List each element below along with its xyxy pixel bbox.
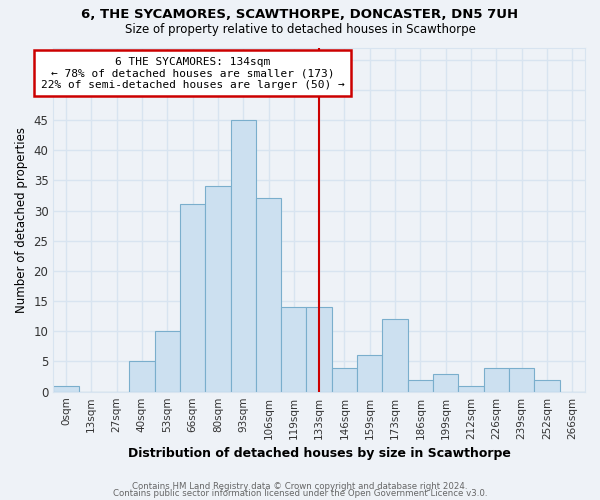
Bar [433, 374, 458, 392]
Text: 6 THE SYCAMORES: 134sqm
← 78% of detached houses are smaller (173)
22% of semi-d: 6 THE SYCAMORES: 134sqm ← 78% of detache… [41, 56, 344, 90]
Text: Size of property relative to detached houses in Scawthorpe: Size of property relative to detached ho… [125, 22, 475, 36]
Bar [230, 120, 256, 392]
Bar [307, 307, 332, 392]
Bar [205, 186, 230, 392]
Bar [180, 204, 205, 392]
Bar [484, 368, 509, 392]
Text: Contains HM Land Registry data © Crown copyright and database right 2024.: Contains HM Land Registry data © Crown c… [132, 482, 468, 491]
Y-axis label: Number of detached properties: Number of detached properties [15, 126, 28, 312]
Bar [281, 307, 307, 392]
Bar [256, 198, 281, 392]
Bar [155, 332, 180, 392]
Bar [458, 386, 484, 392]
X-axis label: Distribution of detached houses by size in Scawthorpe: Distribution of detached houses by size … [128, 447, 511, 460]
Bar [408, 380, 433, 392]
Bar [332, 368, 357, 392]
Bar [535, 380, 560, 392]
Bar [382, 319, 408, 392]
Bar [129, 362, 155, 392]
Text: Contains public sector information licensed under the Open Government Licence v3: Contains public sector information licen… [113, 490, 487, 498]
Bar [357, 356, 382, 392]
Bar [53, 386, 79, 392]
Text: 6, THE SYCAMORES, SCAWTHORPE, DONCASTER, DN5 7UH: 6, THE SYCAMORES, SCAWTHORPE, DONCASTER,… [82, 8, 518, 20]
Bar [509, 368, 535, 392]
